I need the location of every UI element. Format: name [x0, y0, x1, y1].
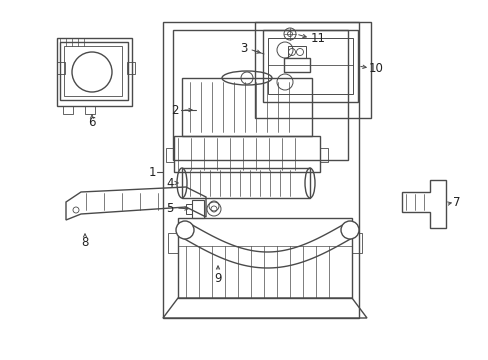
Text: 2: 2	[171, 104, 179, 117]
Bar	[64, 46, 122, 96]
Bar	[57, 62, 65, 74]
Bar	[254, 22, 370, 118]
Bar	[185, 204, 192, 214]
Bar	[351, 233, 361, 253]
Bar	[163, 22, 358, 318]
Bar	[178, 218, 351, 298]
Text: 5: 5	[166, 202, 173, 215]
Text: 8: 8	[81, 235, 88, 248]
Ellipse shape	[340, 221, 358, 239]
Text: 10: 10	[368, 62, 383, 75]
Text: 4: 4	[166, 176, 173, 189]
Bar	[173, 30, 347, 160]
Bar	[319, 148, 327, 162]
Bar	[168, 233, 178, 253]
Text: 11: 11	[310, 32, 325, 45]
Ellipse shape	[176, 221, 194, 239]
Bar	[263, 30, 357, 102]
Bar	[63, 106, 73, 114]
Bar	[60, 42, 128, 100]
Text: 6: 6	[88, 116, 96, 129]
Bar	[85, 106, 95, 114]
Bar	[57, 38, 132, 106]
Text: 7: 7	[452, 195, 460, 208]
Bar	[284, 58, 309, 72]
Bar	[267, 38, 352, 94]
Bar	[174, 136, 319, 172]
Text: 9: 9	[214, 271, 221, 284]
Text: 3: 3	[240, 41, 247, 54]
Bar	[165, 148, 174, 162]
Bar	[287, 46, 305, 58]
Bar	[127, 62, 135, 74]
Bar	[182, 168, 309, 198]
Bar	[192, 200, 203, 218]
Bar	[182, 78, 311, 136]
Text: 1: 1	[148, 166, 156, 179]
